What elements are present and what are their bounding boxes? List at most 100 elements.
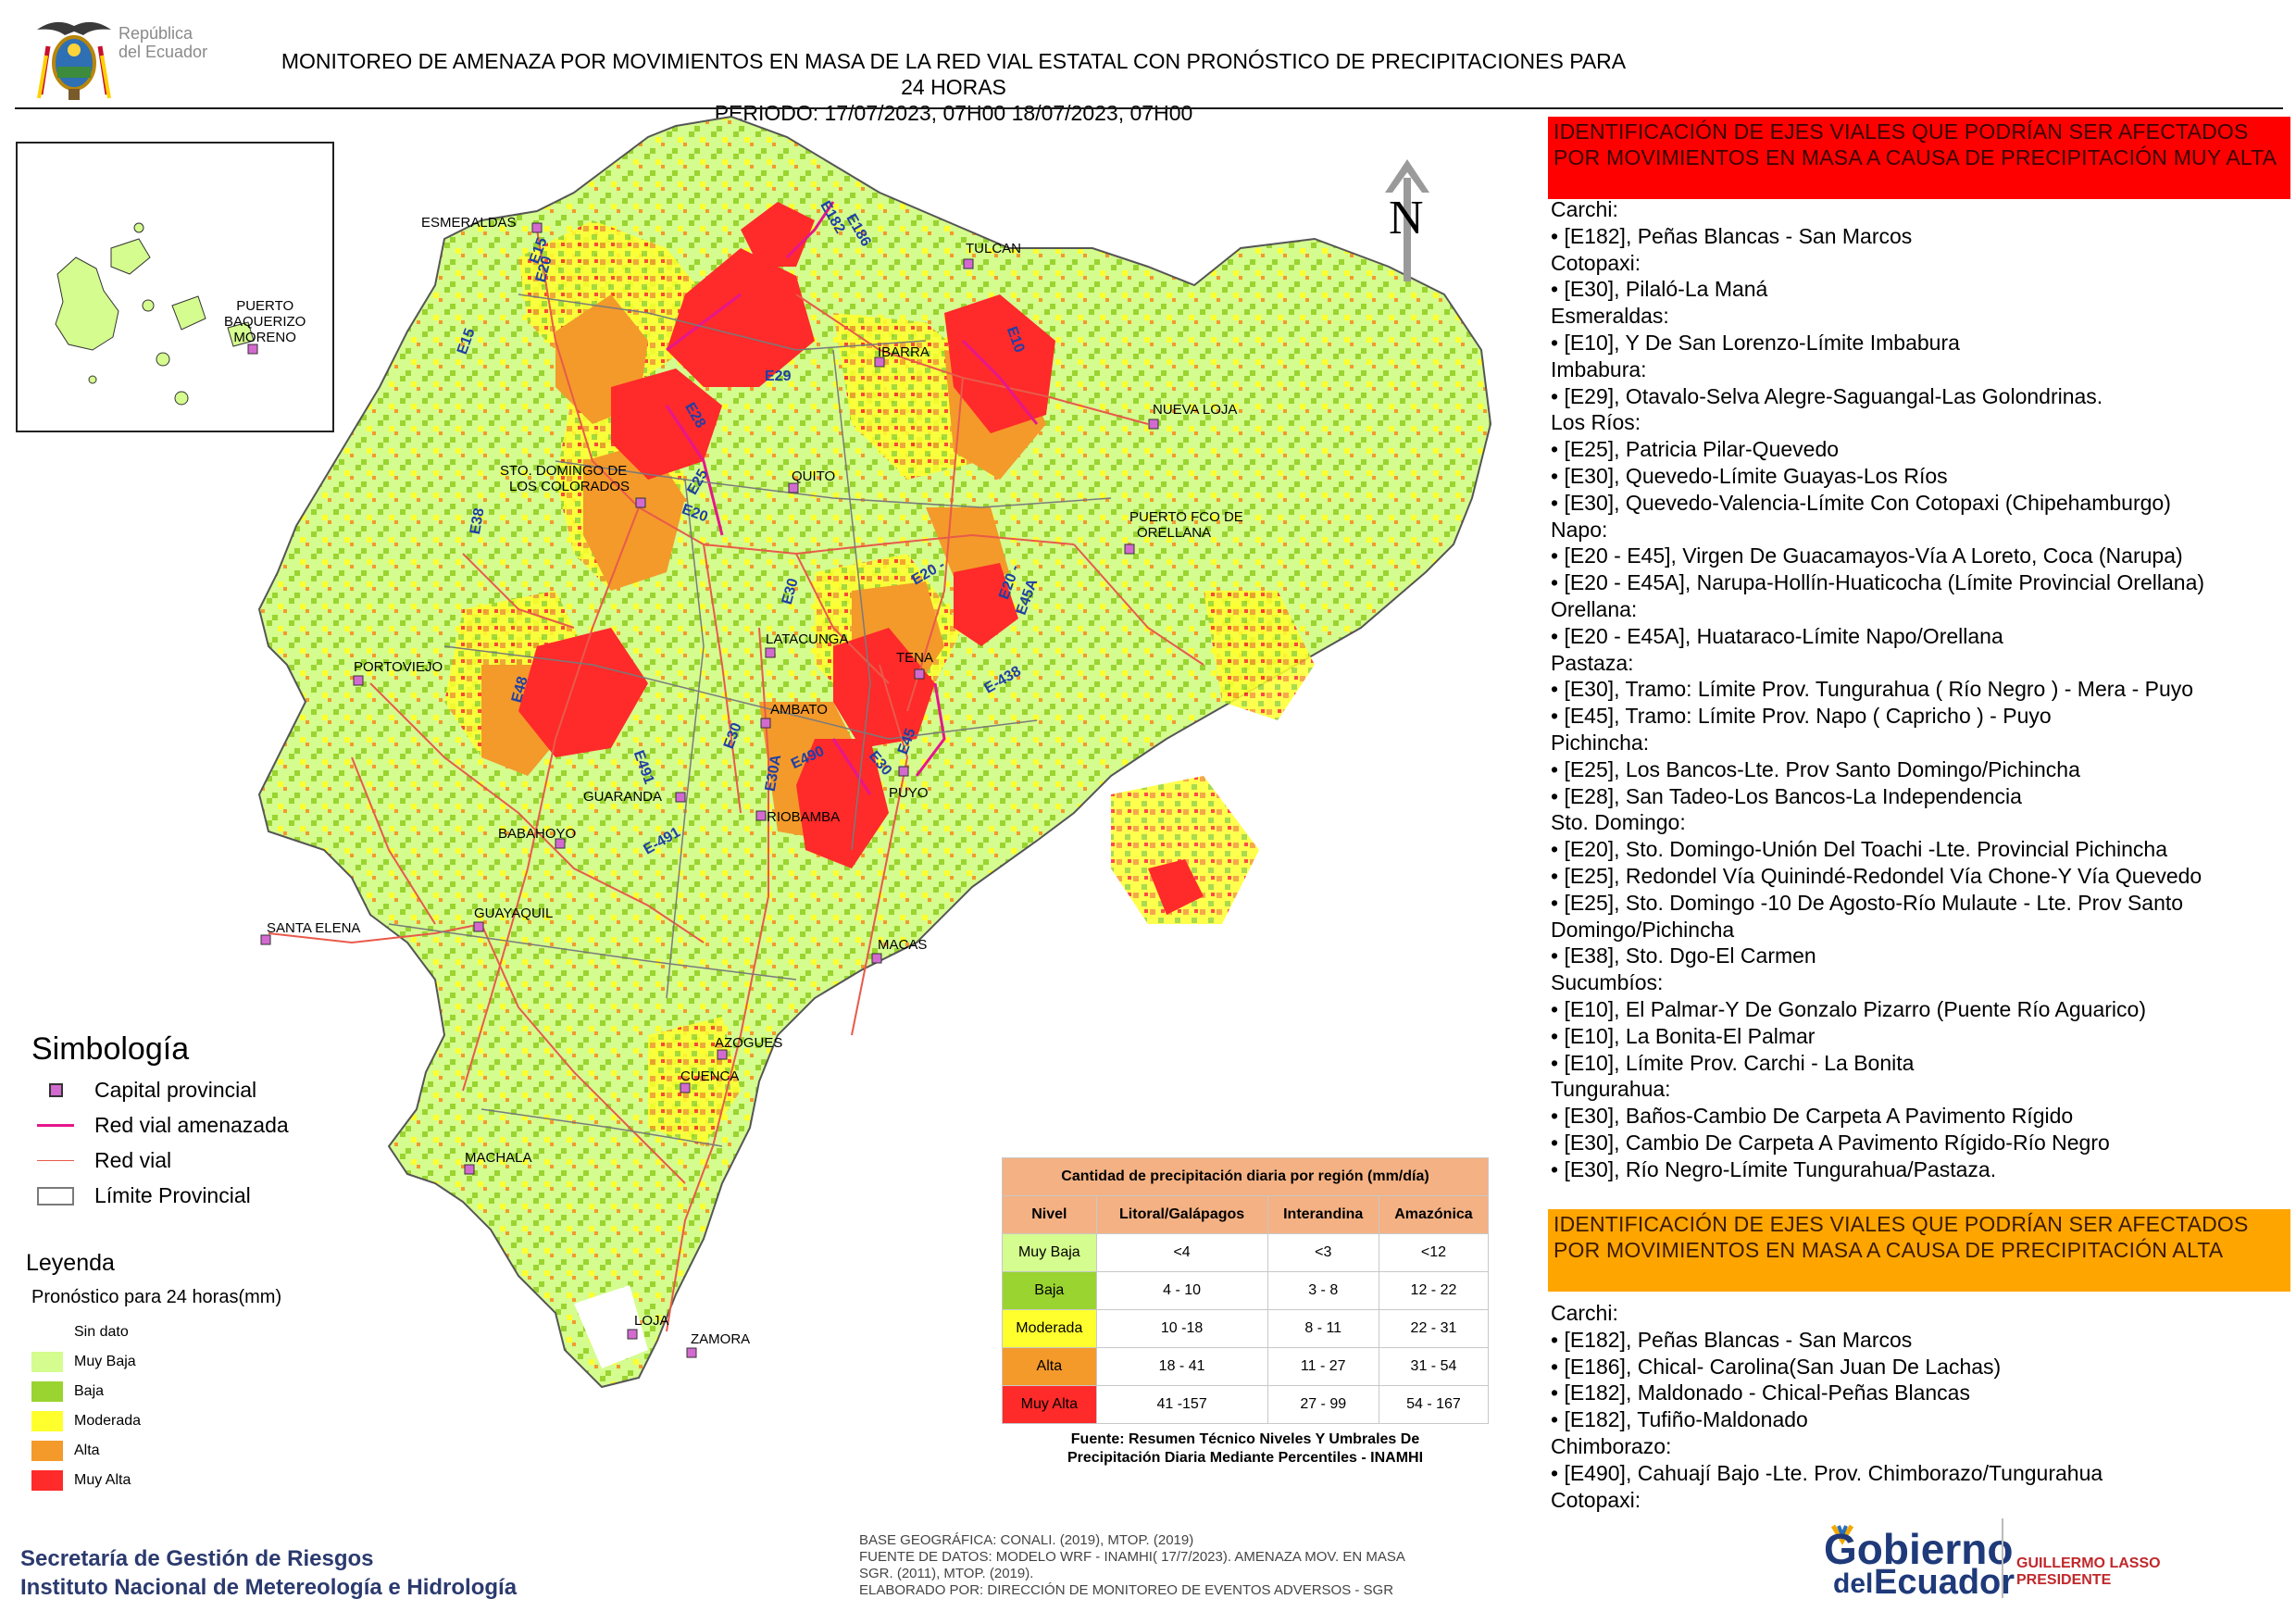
north-arrow: N [1379, 156, 1435, 290]
table-row: Alta 18 - 41 11 - 27 31 - 54 [1002, 1347, 1490, 1386]
city-sto-domingo-line1: STO. DOMINGO DE [500, 463, 628, 479]
table-cell: 41 -157 [1095, 1385, 1268, 1424]
city-sto-domingo-line2: LOS COLORADOS [509, 479, 630, 494]
no-data-zone [574, 1285, 648, 1368]
road-line-icon [37, 1160, 74, 1161]
swatch-moderada [31, 1411, 63, 1431]
road-list-line: Sucumbíos: [1551, 970, 1664, 995]
legend-item-label: Moderada [74, 1413, 142, 1429]
legend-item-baja: Baja [31, 1381, 104, 1402]
road-list-line: • [E30], Cambio De Carpeta A Pavimento R… [1551, 1130, 2110, 1155]
north-label: N [1389, 192, 1424, 244]
city-loja: LOJA [634, 1313, 669, 1329]
logo-divider [2002, 1518, 2003, 1598]
muy-alta-road-list: Carchi: • [E182], Peñas Blancas - San Mar… [1551, 196, 2273, 1182]
road-list-line: • [E25], Redondel Vía Quinindé-Redondel … [1551, 863, 2202, 888]
table-cell: <12 [1378, 1233, 1490, 1272]
table-cell-nivel: Muy Alta [1002, 1385, 1097, 1424]
road-list-line: • [E10], La Bonita-El Palmar [1551, 1023, 1816, 1048]
source-line: BASE GEOGRÁFICA: CONALI. (2019), MTOP. (… [859, 1532, 1194, 1548]
table-cell: 3 - 8 [1267, 1271, 1379, 1310]
table-cell: <3 [1267, 1233, 1379, 1272]
road-list-line: • [E20], Sto. Domingo-Unión Del Toachi -… [1551, 837, 2168, 862]
north-arrow-icon [1385, 159, 1429, 281]
city-santa-elena: SANTA ELENA [267, 920, 361, 936]
road-list-line: • [E20 - E45], Virgen De Guacamayos-Vía … [1551, 543, 2183, 568]
republica-text: República del Ecuador [119, 24, 207, 61]
source-line: FUENTE DE DATOS: MODELO WRF - INAMHI( 17… [859, 1549, 1405, 1565]
city-tena: TENA [896, 650, 934, 666]
road-list-line: Orellana: [1551, 596, 1638, 621]
city-esmeraldas: ESMERALDAS [421, 215, 517, 231]
data-sources: BASE GEOGRÁFICA: CONALI. (2019), MTOP. (… [859, 1532, 1405, 1599]
gobierno-word: Gobierno [1824, 1525, 2014, 1573]
coat-of-arms-logo [28, 9, 268, 102]
symbology-road-label: Red vial [94, 1148, 172, 1172]
capital-marker-icon [37, 1083, 74, 1097]
city-cuenca: CUENCA [680, 1068, 740, 1084]
ecuador-map [16, 115, 1492, 1389]
table-cell: 54 - 167 [1378, 1385, 1490, 1424]
city-macas: MACAS [878, 937, 928, 953]
road-list-line: Los Ríos: [1551, 410, 1641, 435]
coat-of-arms-icon [37, 21, 111, 100]
table-cell-nivel: Baja [1002, 1271, 1097, 1310]
road-list-line: Pastaza: [1551, 650, 1634, 675]
del-word: del [1833, 1568, 1874, 1599]
table-source-line2: Precipitación Diaria Mediante Percentile… [1067, 1450, 1424, 1466]
table-cell-nivel: Alta [1002, 1347, 1097, 1386]
road-list-line: • [E29], Otavalo-Selva Alegre-Saguangal-… [1551, 383, 2103, 408]
city-guaranda: GUARANDA [583, 789, 663, 805]
symbology-capital-label: Capital provincial [94, 1078, 257, 1102]
president-name: GUILLERMO LASSO PRESIDENTE [2016, 1555, 2161, 1589]
symbology-limit-label: Límite Provincial [94, 1183, 251, 1207]
road-list-line: • [E10], El Palmar-Y De Gonzalo Pizarro … [1551, 996, 2146, 1021]
table-cell: 11 - 27 [1267, 1347, 1379, 1386]
city-portoviejo: PORTOVIEJO [354, 659, 443, 675]
galapagos-inset [16, 142, 334, 432]
road-list-line: Carchi: [1551, 197, 1618, 221]
road-network [268, 229, 1204, 1332]
city-orellana-line1: PUERTO FCO DE [1129, 509, 1243, 525]
legend-title: Leyenda [26, 1250, 115, 1276]
road-list-line: Sto. Domingo: [1551, 810, 1686, 835]
president-name-line: GUILLERMO LASSO [2016, 1555, 2161, 1571]
table-row: Muy Alta 41 -157 27 - 99 54 - 167 [1002, 1385, 1490, 1424]
city-machala: MACHALA [465, 1150, 532, 1166]
road-list-line: • [E45], Tramo: Límite Prov. Napo ( Capr… [1551, 704, 2052, 729]
road-list-line: • [E186], Chical- Carolina(San Juan De L… [1551, 1354, 2002, 1379]
table-row: Moderada 10 -18 8 - 11 22 - 31 [1002, 1309, 1490, 1348]
city-orellana: PUERTO FCO DE ORELLANA [1129, 509, 1243, 541]
symbology-title: Simbología [31, 1031, 190, 1067]
table-cell: 12 - 22 [1378, 1271, 1490, 1310]
president-title-line: PRESIDENTE [2016, 1572, 2112, 1588]
city-riobamba: RIOBAMBA [767, 809, 841, 825]
symbology-threatened-label: Red vial amenazada [94, 1113, 289, 1137]
road-list-line: • [E28], San Tadeo-Los Bancos-La Indepen… [1551, 783, 2022, 808]
republica-line1: República [119, 24, 193, 43]
alta-heading: IDENTIFICACIÓN DE EJES VIALES QUE PODRÍA… [1548, 1209, 2290, 1292]
inamhi-name: Instituto Nacional de Metereología e Hid… [20, 1575, 518, 1600]
city-baquerizo-line2: BAQUERIZO [224, 314, 306, 330]
table-cell: 4 - 10 [1095, 1271, 1268, 1310]
table-row: Muy Baja <4 <3 <12 [1002, 1233, 1490, 1272]
table-cell-nivel: Moderada [1002, 1309, 1097, 1348]
road-list-line: Chimborazo: [1551, 1433, 1672, 1458]
legend-item-muy-alta: Muy Alta [31, 1470, 131, 1491]
limit-box-icon [37, 1186, 74, 1206]
threatened-roads [665, 201, 1039, 795]
table-header: Litoral/Galápagos [1095, 1195, 1268, 1234]
map-title: MONITOREO DE AMENAZA POR MOVIMIENTOS EN … [278, 48, 1629, 126]
city-baquerizo-line3: MORENO [233, 330, 296, 345]
city-puyo: PUYO [889, 785, 929, 801]
city-quito: QUITO [792, 468, 836, 484]
city-sto-domingo: STO. DOMINGO DE LOS COLORADOS [500, 463, 630, 494]
precipitation-table: Cantidad de precipitación diaria por reg… [1002, 1157, 1490, 1424]
road-list-line: • [E38], Sto. Dgo-El Carmen [1551, 943, 1816, 968]
city-nueva-loja: NUEVA LOJA [1153, 402, 1238, 418]
source-line: SGR. (2011), MTOP. (2019). [859, 1566, 1034, 1581]
road-list-line: • [E25], Los Bancos-Lte. Prov Santo Domi… [1551, 756, 2080, 781]
road-list-line: Pichincha: [1551, 730, 1650, 755]
road-list-line: • [E30], Pilaló-La Maná [1551, 277, 1768, 302]
table-cell-nivel: Muy Baja [1002, 1233, 1097, 1272]
